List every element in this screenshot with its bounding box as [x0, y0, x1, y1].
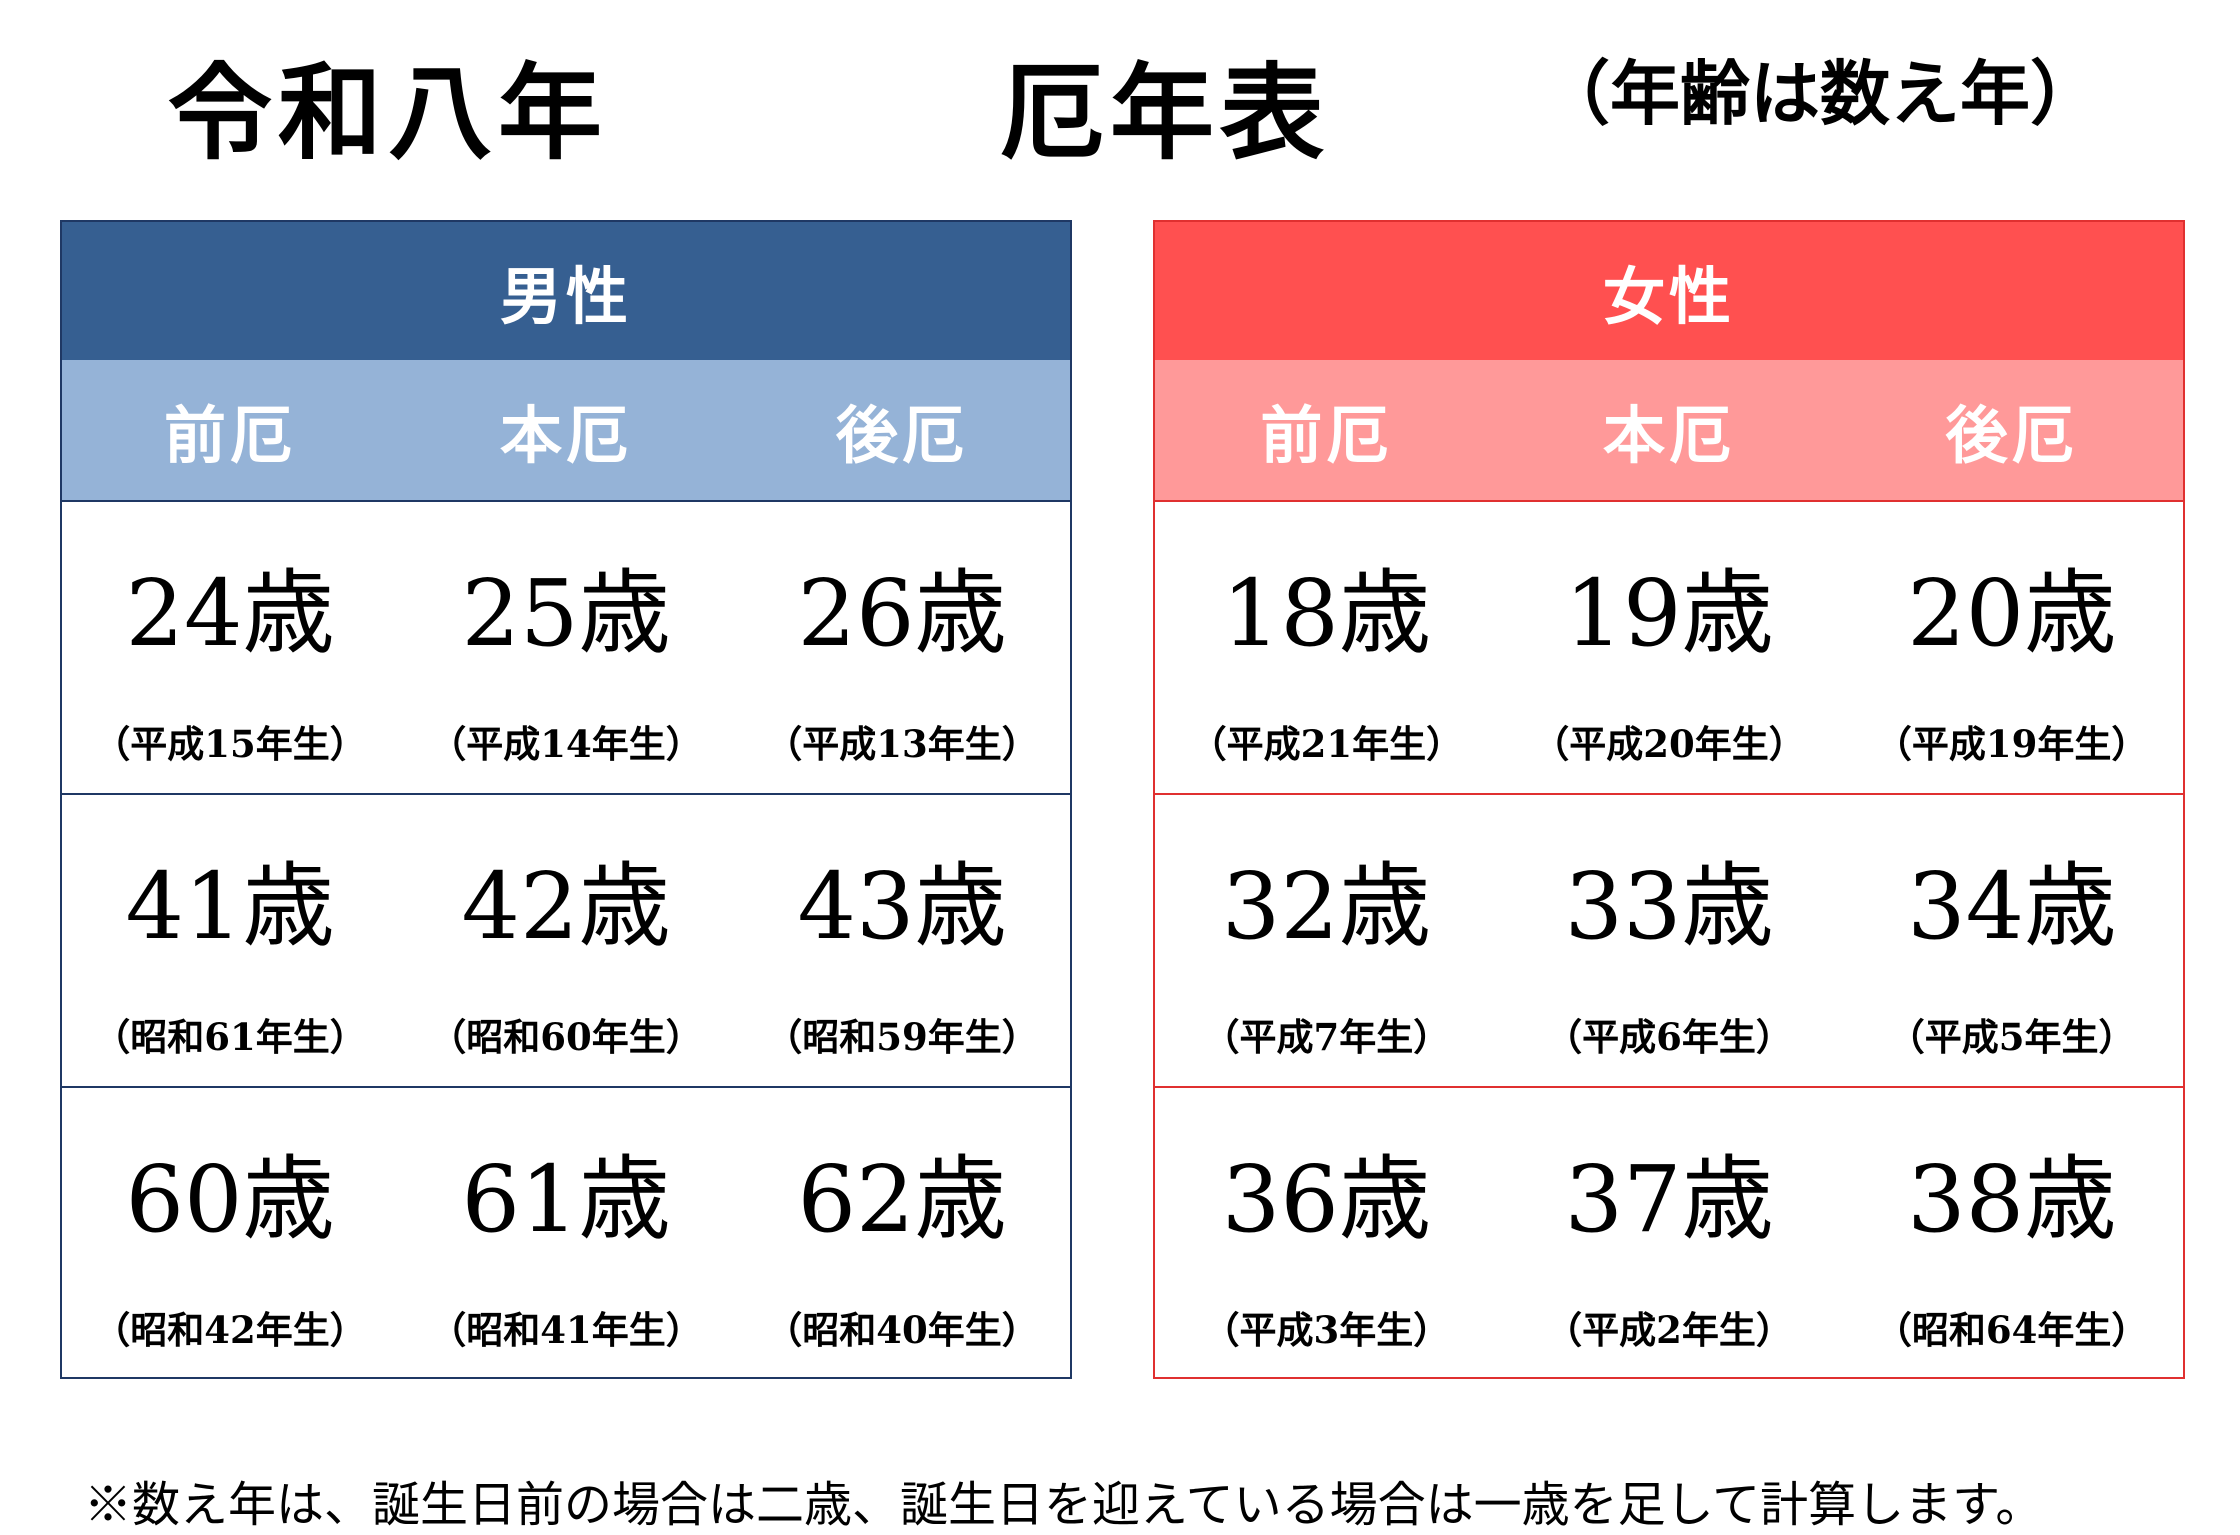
birth-year: （平成20年生） [1532, 722, 1806, 766]
age: 37歳 [1564, 1146, 1774, 1253]
table-cell: 41歳 （昭和61年生） [62, 795, 398, 1086]
title: 厄年表 [1000, 51, 1331, 174]
table-row: 41歳 （昭和61年生） 42歳 （昭和60年生） 43歳 （昭和59年生） [62, 793, 1070, 1086]
birth-year: （昭和40年生） [765, 1308, 1039, 1352]
age: 42歳 [461, 853, 671, 960]
birth-year: （平成7年生） [1202, 1015, 1451, 1059]
gender-header: 男性 [62, 222, 1070, 360]
table-cell: 36歳 （平成3年生） [1155, 1088, 1498, 1379]
age: 61歳 [461, 1146, 671, 1253]
table-cell: 24歳 （平成15年生） [62, 502, 398, 793]
table-cell: 33歳 （平成6年生） [1498, 795, 1841, 1086]
table-row: 36歳 （平成3年生） 37歳 （平成2年生） 38歳 （昭和64年生） [1155, 1086, 2183, 1379]
age: 19歳 [1564, 560, 1774, 667]
birth-year: （平成13年生） [765, 722, 1039, 766]
age: 20歳 [1907, 560, 2117, 667]
era-year: 令和八年 [168, 51, 609, 174]
age: 43歳 [797, 853, 1007, 960]
footnote: ※数え年は、誕生日前の場合は二歳、誕生日を迎えている場合は一歳を足して計算します… [84, 1477, 2044, 1533]
birth-year: （平成3年生） [1202, 1308, 1451, 1352]
gender-header: 女性 [1155, 222, 2183, 360]
birth-year: （昭和60年生） [429, 1015, 703, 1059]
column-header: 後厄 [1945, 399, 2078, 472]
age: 33歳 [1564, 853, 1774, 960]
column-header: 本厄 [499, 399, 632, 472]
table-cell: 62歳 （昭和40年生） [734, 1088, 1070, 1379]
table-cell: 37歳 （平成2年生） [1498, 1088, 1841, 1379]
table-cell: 60歳 （昭和42年生） [62, 1088, 398, 1379]
table-cell: 19歳 （平成20年生） [1498, 502, 1841, 793]
title-note: （年齢は数え年） [1540, 52, 2100, 135]
age: 34歳 [1907, 853, 2117, 960]
table-cell: 25歳 （平成14年生） [398, 502, 734, 793]
table-cell: 38歳 （昭和64年生） [1840, 1088, 2183, 1379]
table-cell: 42歳 （昭和60年生） [398, 795, 734, 1086]
table-cell: 61歳 （昭和41年生） [398, 1088, 734, 1379]
column-header: 前厄 [163, 399, 296, 472]
table-cell: 34歳 （平成5年生） [1840, 795, 2183, 1086]
birth-year: （平成2年生） [1545, 1308, 1793, 1352]
age: 25歳 [461, 560, 671, 667]
table-cell: 18歳 （平成21年生） [1155, 502, 1498, 793]
birth-year: （平成15年生） [93, 722, 367, 766]
age: 36歳 [1221, 1146, 1431, 1253]
column-header: 前厄 [1260, 399, 1393, 472]
column-header: 後厄 [835, 399, 968, 472]
age: 41歳 [125, 853, 335, 960]
table-row: 24歳 （平成15年生） 25歳 （平成14年生） 26歳 （平成13年生） [62, 500, 1070, 793]
table-cell: 26歳 （平成13年生） [734, 502, 1070, 793]
column-header: 本厄 [1603, 399, 1736, 472]
table-row: 18歳 （平成21年生） 19歳 （平成20年生） 20歳 （平成19年生） [1155, 500, 2183, 793]
birth-year: （昭和61年生） [93, 1015, 367, 1059]
column-header-row: 前厄 本厄 後厄 [62, 360, 1070, 500]
birth-year: （平成19年生） [1874, 722, 2149, 766]
age-table: 男性前厄 本厄 後厄 24歳 （平成15年生） 25歳 （平成14年生） 26歳 （平成13年生… [60, 220, 1072, 1379]
age: 26歳 [797, 560, 1007, 667]
table-cell: 32歳 （平成7年生） [1155, 795, 1498, 1086]
age-table: 女性前厄 本厄 後厄 18歳 （平成21年生） 19歳 （平成20年生） 20歳 （平成19年生… [1153, 220, 2185, 1379]
birth-year: （平成14年生） [429, 722, 703, 766]
age: 38歳 [1907, 1146, 2117, 1253]
birth-year: （平成21年生） [1189, 722, 1464, 766]
table-row: 60歳 （昭和42年生） 61歳 （昭和41年生） 62歳 （昭和40年生） [62, 1086, 1070, 1379]
table-cell: 20歳 （平成19年生） [1840, 502, 2183, 793]
age: 60歳 [125, 1146, 335, 1253]
age: 62歳 [797, 1146, 1007, 1253]
birth-year: （昭和41年生） [429, 1308, 703, 1352]
birth-year: （平成6年生） [1545, 1015, 1793, 1059]
birth-year: （平成5年生） [1887, 1015, 2136, 1059]
column-header-row: 前厄 本厄 後厄 [1155, 360, 2183, 500]
birth-year: （昭和42年生） [93, 1308, 367, 1352]
table-row: 32歳 （平成7年生） 33歳 （平成6年生） 34歳 （平成5年生） [1155, 793, 2183, 1086]
birth-year: （昭和59年生） [765, 1015, 1039, 1059]
age: 18歳 [1221, 560, 1431, 667]
birth-year: （昭和64年生） [1874, 1308, 2149, 1352]
age: 24歳 [125, 560, 335, 667]
age: 32歳 [1221, 853, 1431, 960]
table-cell: 43歳 （昭和59年生） [734, 795, 1070, 1086]
